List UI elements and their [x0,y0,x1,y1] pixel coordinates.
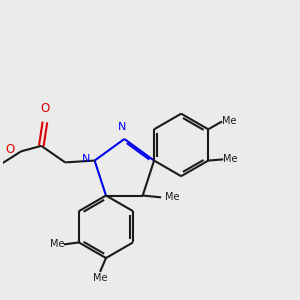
Text: Me: Me [222,116,236,126]
Text: Me: Me [93,274,107,284]
Text: N: N [82,154,91,164]
Text: Me: Me [223,154,237,164]
Text: Me: Me [165,192,179,203]
Text: N: N [118,122,127,132]
Text: Me: Me [50,239,64,249]
Text: O: O [5,143,14,156]
Text: O: O [40,102,50,115]
